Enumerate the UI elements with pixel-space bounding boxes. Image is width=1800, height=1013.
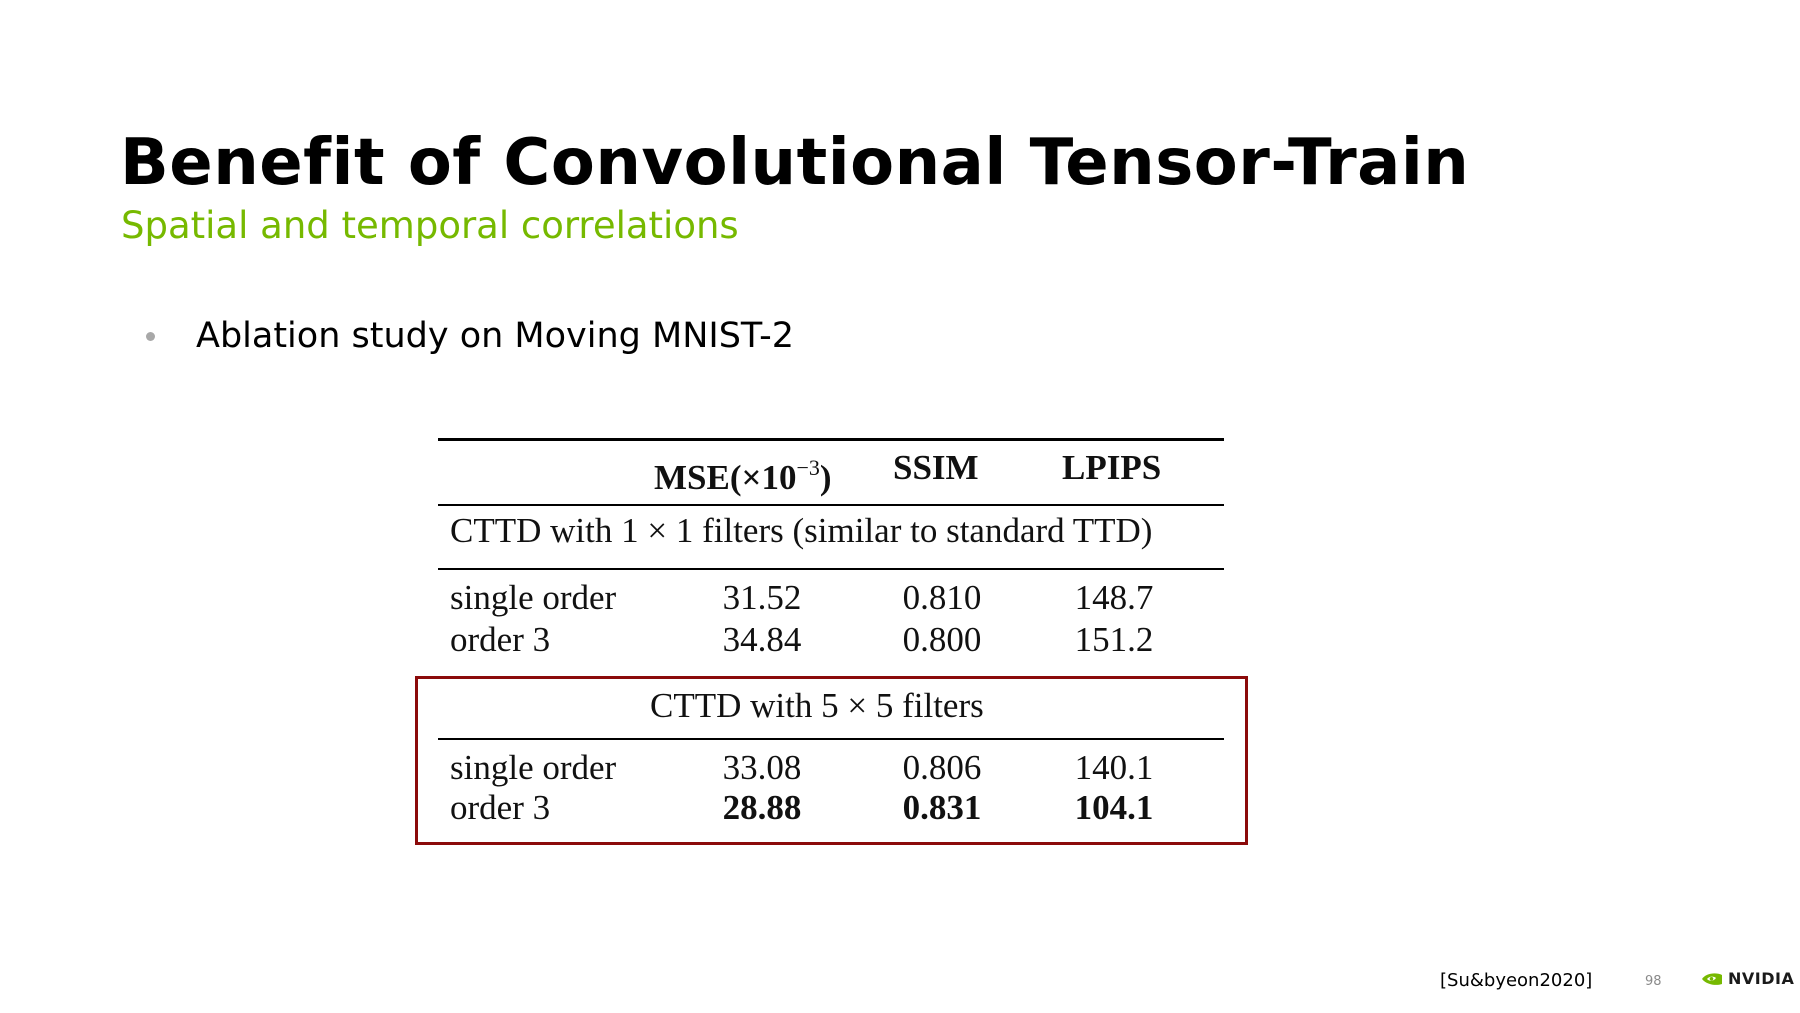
nvidia-logo: NVIDIA [1700,969,1794,988]
nvidia-wordmark: NVIDIA [1728,969,1795,988]
bullet-dot-icon [146,331,155,341]
cell-ssim: 0.806 [902,748,982,787]
cell-lpips: 140.1 [1074,748,1154,787]
row-label: single order [450,748,617,787]
cell-mse: 31.52 [722,578,802,617]
cell-ssim-best: 0.831 [902,788,982,827]
slide-subtitle: Spatial and temporal correlations [121,204,739,247]
citation: [Su&byeon2020] [1440,970,1593,991]
slide-title: Benefit of Convolutional Tensor-Train [120,126,1470,200]
nvidia-eye-icon [1702,972,1722,985]
header-mse: MSE(×10−3) [654,455,832,497]
highlight-box [415,676,1248,845]
cell-ssim: 0.800 [902,620,982,659]
section2-rule [438,738,1224,740]
page-number: 98 [1645,974,1662,989]
header-ssim: SSIM [893,448,979,487]
cell-lpips-best: 104.1 [1074,788,1154,827]
row-label: order 3 [450,620,551,659]
section1-caption: CTTD with 1 × 1 filters (similar to stan… [450,511,1153,550]
cell-ssim: 0.810 [902,578,982,617]
section2-caption: CTTD with 5 × 5 filters [650,686,984,725]
cell-lpips: 151.2 [1074,620,1154,659]
table-top-rule [438,438,1224,441]
row-label: single order [450,578,617,617]
results-table: MSE(×10−3) SSIM LPIPS CTTD with 1 × 1 fi… [438,438,1224,858]
header-lpips: LPIPS [1062,448,1162,487]
cell-mse: 34.84 [722,620,802,659]
bullet-item: Ablation study on Moving MNIST-2 [146,316,794,356]
section1-rule [438,568,1224,570]
header-rule [438,504,1224,506]
cell-lpips: 148.7 [1074,578,1154,617]
cell-mse-best: 28.88 [722,788,802,827]
row-label: order 3 [450,788,551,827]
bullet-text: Ablation study on Moving MNIST-2 [196,316,794,356]
cell-mse: 33.08 [722,748,802,787]
